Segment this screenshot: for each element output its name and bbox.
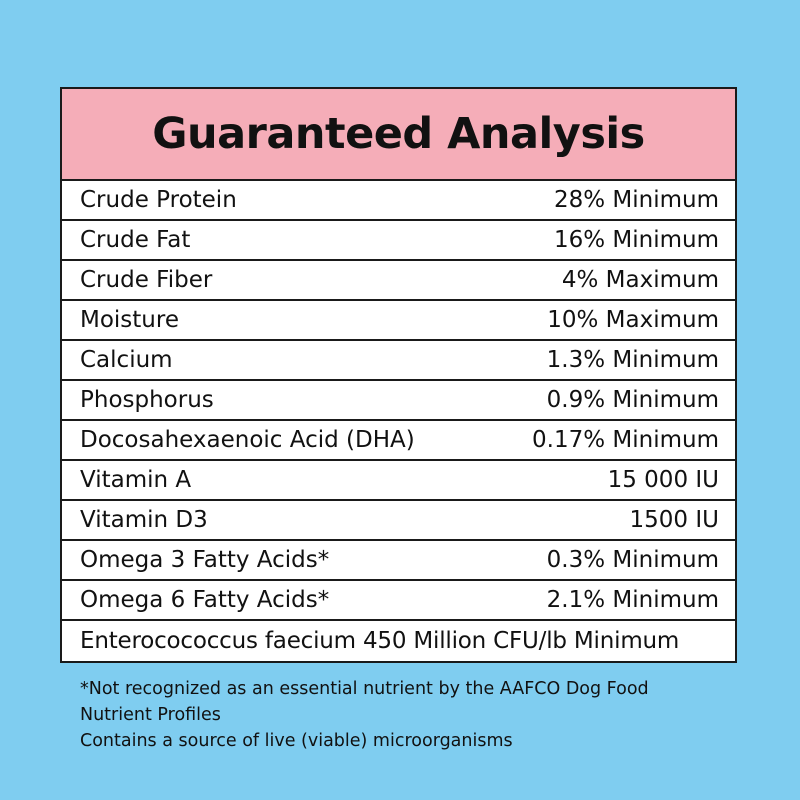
nutrient-value: 0.9% Minimum	[546, 387, 719, 413]
table-row: Crude Fat 16% Minimum	[62, 221, 735, 261]
nutrient-name: Crude Fiber	[80, 267, 213, 293]
table-row: Crude Fiber 4% Maximum	[62, 261, 735, 301]
table-row: Enterocococcus faecium 450 Million CFU/l…	[62, 621, 735, 661]
panel-title: Guaranteed Analysis	[152, 109, 645, 159]
guaranteed-analysis-panel: Guaranteed Analysis Crude Protein 28% Mi…	[60, 87, 737, 663]
nutrient-name: Omega 6 Fatty Acids*	[80, 587, 330, 613]
nutrient-value: 2.1% Minimum	[546, 587, 719, 613]
table-row: Vitamin D3 1500 IU	[62, 501, 735, 541]
table-row: Phosphorus 0.9% Minimum	[62, 381, 735, 421]
nutrient-name: Vitamin D3	[80, 507, 208, 533]
nutrient-name: Calcium	[80, 347, 173, 373]
table-row: Omega 6 Fatty Acids* 2.1% Minimum	[62, 581, 735, 621]
nutrient-value: 0.3% Minimum	[546, 547, 719, 573]
nutrient-name: Vitamin A	[80, 467, 192, 493]
table-row: Vitamin A 15 000 IU	[62, 461, 735, 501]
nutrient-value: 1.3% Minimum	[546, 347, 719, 373]
table-row: Moisture 10% Maximum	[62, 301, 735, 341]
table-row: Docosahexaenoic Acid (DHA) 0.17% Minimum	[62, 421, 735, 461]
table-row: Omega 3 Fatty Acids* 0.3% Minimum	[62, 541, 735, 581]
footnote-line: *Not recognized as an essential nutrient…	[80, 679, 649, 699]
panel-header: Guaranteed Analysis	[62, 89, 735, 181]
nutrient-value: 15 000 IU	[607, 467, 719, 493]
footnote-line: Contains a source of live (viable) micro…	[80, 731, 513, 751]
nutrient-value: 4% Maximum	[561, 267, 719, 293]
nutrient-value: 16% Minimum	[553, 227, 719, 253]
table-row: Calcium 1.3% Minimum	[62, 341, 735, 381]
footnotes: *Not recognized as an essential nutrient…	[80, 676, 760, 754]
nutrient-value: 28% Minimum	[553, 187, 719, 213]
nutrient-name: Moisture	[80, 307, 179, 333]
nutrient-value: 10% Maximum	[547, 307, 719, 333]
nutrient-value: 0.17% Minimum	[532, 427, 719, 453]
table-row: Crude Protein 28% Minimum	[62, 181, 735, 221]
nutrient-name: Crude Fat	[80, 227, 191, 253]
nutrient-name: Enterocococcus faecium 450 Million CFU/l…	[80, 628, 680, 654]
nutrient-name: Docosahexaenoic Acid (DHA)	[80, 427, 415, 453]
footnote-line: Nutrient Profiles	[80, 705, 221, 725]
nutrient-name: Omega 3 Fatty Acids*	[80, 547, 330, 573]
nutrient-value: 1500 IU	[629, 507, 719, 533]
nutrient-name: Crude Protein	[80, 187, 237, 213]
nutrient-name: Phosphorus	[80, 387, 214, 413]
